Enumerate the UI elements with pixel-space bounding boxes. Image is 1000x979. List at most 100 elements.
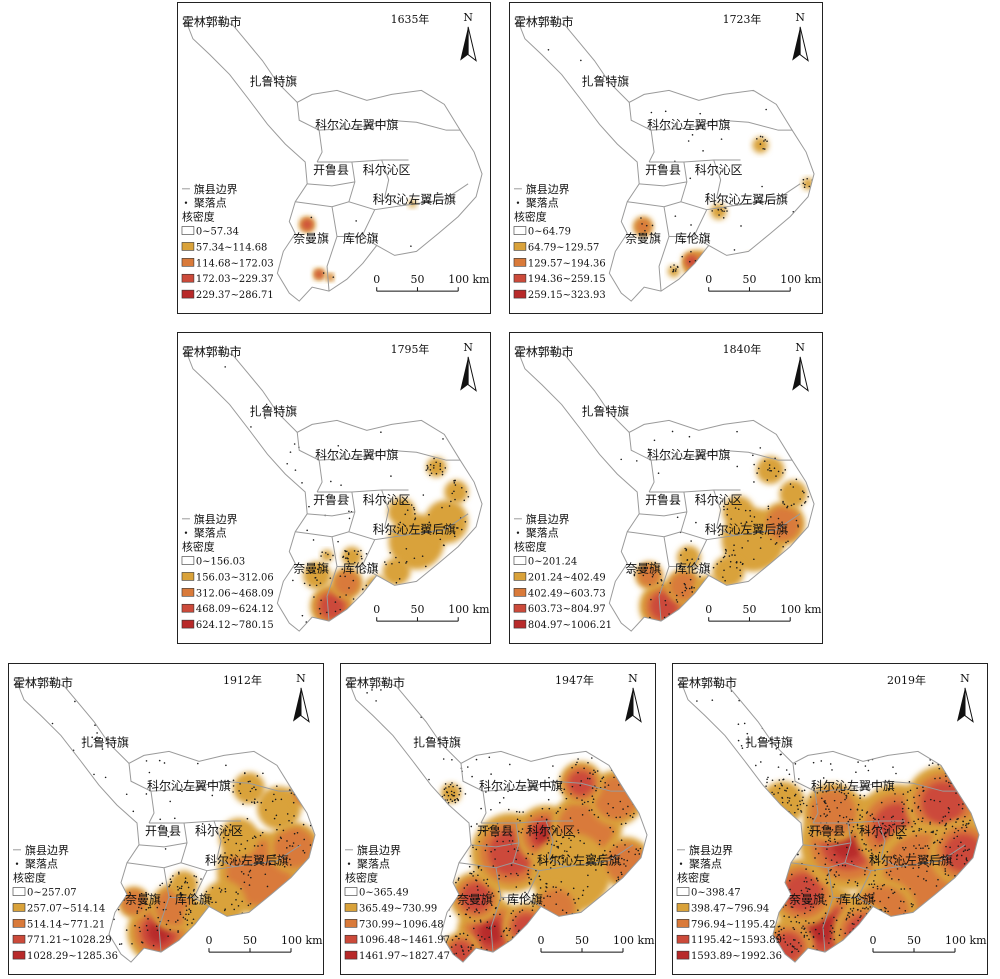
settlement-point xyxy=(539,913,541,915)
settlement-point xyxy=(610,855,613,858)
density-patch-class-1 xyxy=(219,818,259,858)
settlement-point xyxy=(883,883,885,886)
settlement-point xyxy=(913,796,915,799)
settlement-point xyxy=(146,929,149,931)
settlement-point xyxy=(827,827,830,830)
settlement-point xyxy=(734,507,737,509)
settlement-point xyxy=(145,793,148,795)
scale-bar xyxy=(208,948,292,953)
legend-class-swatch-1 xyxy=(344,903,358,912)
settlement-point xyxy=(211,910,214,912)
settlement-point xyxy=(769,796,771,799)
settlement-point xyxy=(315,584,318,587)
settlement-point xyxy=(793,503,795,505)
settlement-point xyxy=(289,845,291,847)
settlement-point xyxy=(878,721,880,723)
settlement-point xyxy=(101,748,104,750)
settlement-point xyxy=(453,794,456,797)
settlement-point xyxy=(851,910,854,912)
settlement-point xyxy=(607,784,610,786)
settlement-point xyxy=(925,879,927,882)
settlement-point xyxy=(602,776,605,778)
settlement-point xyxy=(186,942,189,944)
settlement-point xyxy=(472,957,474,960)
settlement-point xyxy=(782,502,784,504)
settlement-point xyxy=(612,844,615,847)
region-label-zuozhong: 科尔沁左翼中旗 xyxy=(811,778,895,793)
settlement-point xyxy=(629,517,631,520)
legend-class-swatch-4 xyxy=(676,950,690,960)
settlement-point xyxy=(836,900,839,903)
settlement-point xyxy=(569,817,572,819)
settlement-point xyxy=(454,894,456,896)
settlement-point xyxy=(265,809,267,811)
settlement-point xyxy=(147,907,150,909)
settlement-point xyxy=(878,958,881,961)
settlement-point xyxy=(145,893,148,895)
settlement-point xyxy=(451,782,453,784)
settlement-point xyxy=(471,700,473,702)
settlement-point xyxy=(240,887,242,890)
settlement-point xyxy=(241,900,243,903)
settlement-point xyxy=(229,468,232,470)
settlement-point xyxy=(849,912,851,914)
settlement-point xyxy=(890,946,893,948)
settlement-point xyxy=(824,801,826,804)
settlement-point xyxy=(908,954,911,956)
settlement-point xyxy=(457,879,460,881)
settlement-point xyxy=(464,793,467,795)
settlement-point xyxy=(485,201,487,203)
settlement-point xyxy=(883,906,886,909)
settlement-point xyxy=(669,266,672,268)
settlement-point xyxy=(608,703,610,706)
settlement-point xyxy=(778,889,780,892)
legend-class-label: 57.34~114.68 xyxy=(196,242,267,253)
settlement-point xyxy=(699,266,702,269)
settlement-point xyxy=(840,928,842,931)
settlement-point xyxy=(344,557,347,559)
settlement-point xyxy=(944,960,947,963)
settlement-point xyxy=(682,594,684,597)
settlement-point xyxy=(580,780,582,782)
settlement-point xyxy=(211,706,214,709)
settlement-point xyxy=(795,921,798,923)
settlement-point xyxy=(581,894,584,897)
legend-class-label: 312.06~468.09 xyxy=(196,588,274,599)
settlement-point xyxy=(876,885,879,888)
settlement-point xyxy=(452,785,454,788)
settlement-point xyxy=(244,772,246,774)
settlement-point xyxy=(886,919,889,922)
study-area-fill xyxy=(517,17,815,302)
settlement-point xyxy=(778,779,781,781)
county-boundary xyxy=(460,763,487,824)
region-label-naiman: 奈曼旗 xyxy=(625,231,661,245)
settlement-point xyxy=(471,958,474,961)
settlement-point xyxy=(867,829,870,832)
settlement-point xyxy=(466,934,469,937)
settlement-point xyxy=(821,888,824,890)
settlement-point xyxy=(72,694,75,696)
settlement-point xyxy=(833,874,836,876)
settlement-point xyxy=(622,762,625,765)
settlement-point xyxy=(726,210,728,212)
settlement-point xyxy=(872,817,875,819)
settlement-point xyxy=(771,806,774,809)
settlement-point xyxy=(574,902,576,904)
settlement-point xyxy=(936,839,939,842)
county-boundary xyxy=(822,867,834,953)
settlement-point xyxy=(969,777,971,779)
settlement-point xyxy=(367,395,369,398)
settlement-point xyxy=(828,808,830,811)
settlement-point xyxy=(768,464,771,466)
settlement-point xyxy=(348,510,350,513)
settlement-point xyxy=(259,904,262,906)
settlement-point xyxy=(545,923,548,925)
settlement-point xyxy=(460,487,463,489)
settlement-point xyxy=(775,475,777,477)
settlement-point xyxy=(319,582,322,584)
settlement-point xyxy=(790,504,793,507)
settlement-point xyxy=(298,790,300,792)
settlement-point xyxy=(895,857,897,860)
settlement-point xyxy=(569,833,571,835)
settlement-point xyxy=(494,925,496,928)
